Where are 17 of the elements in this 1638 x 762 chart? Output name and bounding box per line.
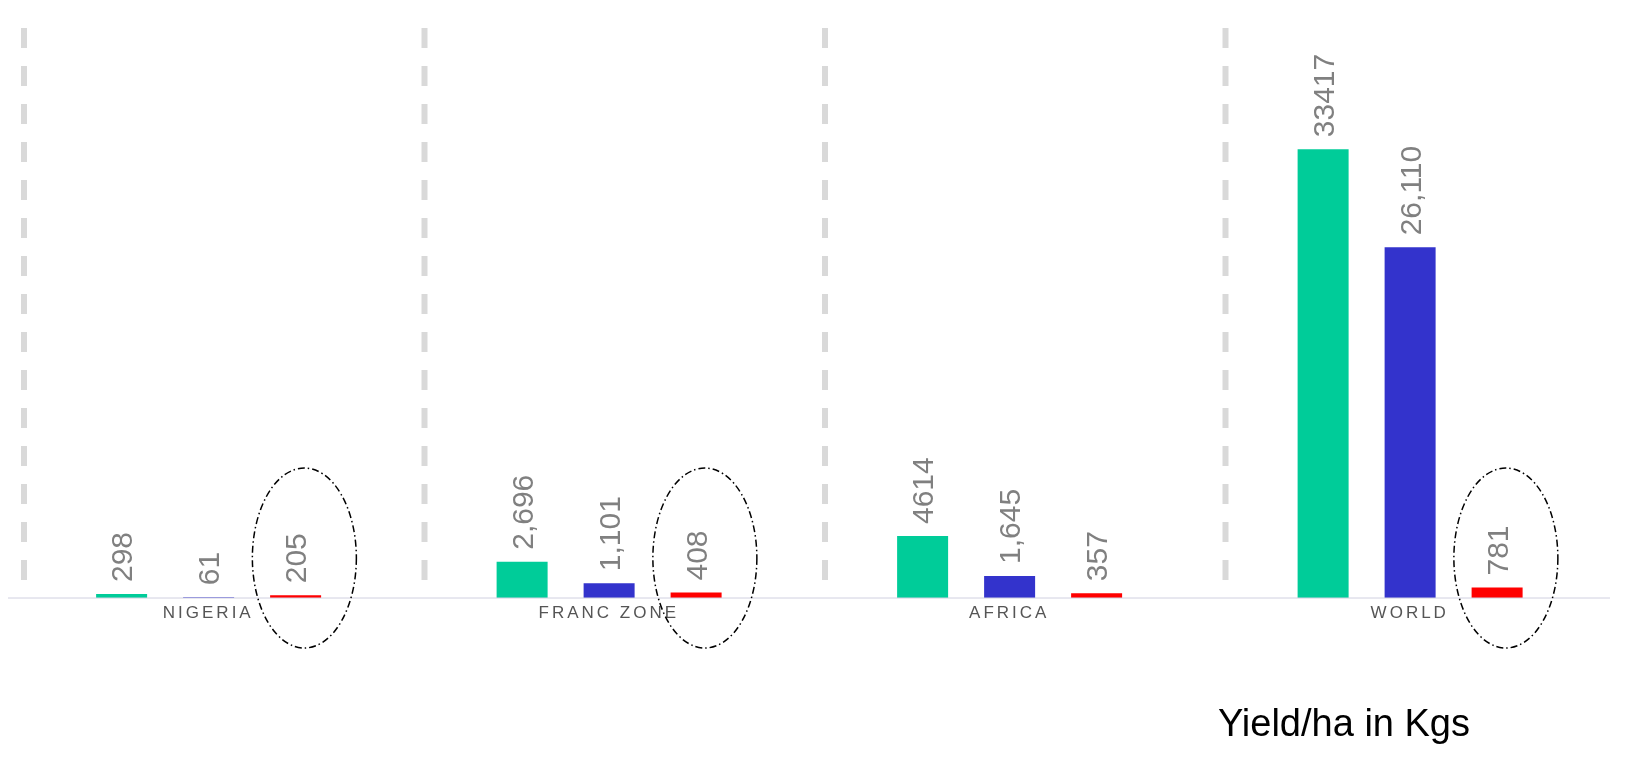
data-label: 61 xyxy=(192,551,226,586)
data-label: 781 xyxy=(1480,525,1514,576)
x-tick-label: FRANC ZONE xyxy=(538,603,679,623)
x-tick-label: AFRICA xyxy=(969,603,1050,623)
data-label: 298 xyxy=(105,531,139,582)
data-label: 33417 xyxy=(1306,53,1340,138)
data-label: 1,645 xyxy=(993,488,1027,564)
x-tick-label: WORLD xyxy=(1370,603,1449,623)
data-label: 205 xyxy=(279,533,313,584)
x-axis-title: Yield/ha in Kgs xyxy=(1217,702,1470,745)
data-label: 2,696 xyxy=(505,474,539,550)
data-label: 1,101 xyxy=(592,496,626,572)
data-label: 4614 xyxy=(906,457,940,525)
data-label: 408 xyxy=(679,530,713,581)
x-tick-label: NIGERIA xyxy=(162,603,254,623)
data-label: 357 xyxy=(1080,531,1114,582)
data-label: 26,110 xyxy=(1393,145,1427,236)
